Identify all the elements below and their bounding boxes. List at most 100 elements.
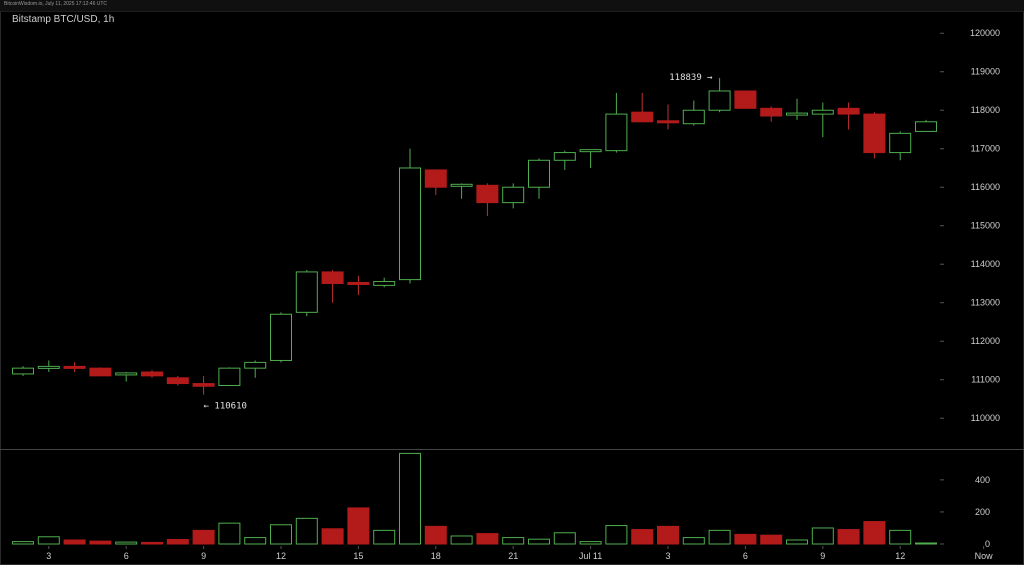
candle-body-up — [579, 149, 602, 153]
volume-bar-down[interactable] — [166, 539, 189, 545]
price-tick-label: 118000 — [971, 105, 1000, 115]
candle[interactable] — [373, 277, 396, 288]
volume-bar-up[interactable] — [811, 527, 834, 545]
candle[interactable] — [708, 77, 731, 113]
candle[interactable] — [295, 269, 318, 317]
volume-bar-up[interactable] — [115, 541, 138, 545]
volume-bar-down[interactable] — [863, 521, 886, 545]
volume-bar-up[interactable] — [553, 532, 576, 545]
candle-body-down — [89, 367, 112, 377]
candle[interactable] — [321, 269, 344, 303]
volume-bar-up[interactable] — [889, 529, 912, 545]
volume-tick-label: 400 — [975, 475, 990, 485]
candle[interactable] — [476, 183, 499, 217]
volume-bar-up[interactable] — [708, 529, 731, 545]
time-tick-label: 15 — [353, 551, 363, 561]
candle[interactable] — [63, 362, 86, 373]
candle[interactable] — [734, 90, 757, 109]
volume-bar-down[interactable] — [347, 507, 370, 545]
volume-bar-down[interactable] — [734, 533, 757, 545]
candle-body-down — [166, 377, 189, 385]
candle[interactable] — [528, 158, 550, 199]
volume-bar-up[interactable] — [373, 529, 396, 545]
candle[interactable] — [166, 375, 189, 386]
volume-bar-up[interactable] — [295, 517, 318, 545]
candle[interactable] — [889, 131, 912, 161]
time-tick-label: 3 — [46, 551, 51, 561]
time-tick-label: 9 — [201, 551, 206, 561]
candle[interactable] — [89, 367, 112, 377]
candle[interactable] — [141, 370, 163, 378]
time-tick-label: 12 — [895, 551, 905, 561]
candle[interactable] — [424, 169, 447, 195]
candle-body-down — [63, 365, 86, 369]
candle[interactable] — [837, 102, 860, 130]
candle[interactable] — [682, 100, 705, 126]
volume-bar-up[interactable] — [399, 452, 421, 545]
candle[interactable] — [760, 106, 783, 122]
candle[interactable] — [605, 92, 628, 153]
candle[interactable] — [347, 275, 370, 296]
volume-bar-down[interactable] — [837, 529, 860, 545]
candle-body-down — [141, 371, 163, 377]
volume-bar-down[interactable] — [63, 539, 86, 545]
time-tick-label: 3 — [665, 551, 670, 561]
volume-bar-up[interactable] — [605, 525, 628, 545]
candle-body-down — [631, 111, 654, 123]
candle-body-down — [863, 113, 886, 154]
volume-bar-down[interactable] — [192, 529, 215, 545]
candle[interactable] — [270, 312, 292, 363]
candle-body-up — [682, 109, 705, 125]
candle[interactable] — [553, 150, 576, 170]
volume-bar-up[interactable] — [528, 538, 550, 545]
volume-bar-up[interactable] — [786, 539, 808, 545]
volume-bar-down[interactable] — [657, 525, 679, 545]
volume-bar-up[interactable] — [218, 522, 241, 545]
volume-bar-down[interactable] — [476, 533, 499, 545]
candle-body-up — [915, 121, 937, 132]
candle-body-down — [476, 184, 499, 204]
candle[interactable] — [502, 183, 525, 209]
volume-bar-down[interactable] — [89, 540, 112, 545]
volume-bar-up[interactable] — [450, 535, 473, 545]
candle[interactable] — [244, 360, 267, 378]
candle[interactable] — [657, 104, 679, 130]
candle[interactable] — [450, 183, 473, 199]
price-tick-label: 114000 — [971, 259, 1000, 269]
candle[interactable] — [811, 102, 834, 138]
chart-title: Bitstamp BTC/USD, 1h — [12, 14, 115, 25]
source-line: BitcoinWisdom.io, July 11, 2025 17:12:46… — [4, 1, 108, 7]
candle[interactable] — [631, 92, 654, 123]
candle[interactable] — [863, 112, 886, 159]
time-tick-label: 21 — [508, 551, 518, 561]
volume-bar-down[interactable] — [760, 534, 783, 545]
volume-bar-up[interactable] — [12, 541, 34, 545]
price-tick-label: 112000 — [971, 336, 1000, 346]
volume-tick-label: 0 — [985, 539, 990, 549]
volume-bar-up[interactable] — [37, 536, 60, 545]
price-tick-label: 113000 — [971, 298, 1000, 308]
candle[interactable] — [915, 119, 937, 132]
volume-bar-up[interactable] — [244, 537, 267, 545]
volume-bar-up[interactable] — [270, 524, 292, 545]
candle[interactable] — [192, 375, 215, 395]
time-tick-label: 6 — [743, 551, 748, 561]
volume-bar-up[interactable] — [579, 541, 602, 545]
candle[interactable] — [12, 366, 34, 376]
candle[interactable] — [37, 360, 60, 373]
candle[interactable] — [218, 367, 241, 386]
volume-bar-down[interactable] — [321, 528, 344, 545]
candle[interactable] — [786, 98, 808, 120]
candle[interactable] — [579, 149, 602, 168]
volume-bar-down[interactable] — [424, 525, 447, 545]
volume-bar-up[interactable] — [502, 537, 525, 545]
candle[interactable] — [399, 148, 421, 284]
time-tick-label: Now — [975, 551, 994, 561]
candle[interactable] — [115, 372, 138, 382]
volume-bar-down[interactable] — [631, 529, 654, 545]
volume-bar-up[interactable] — [915, 542, 937, 545]
volume-bar-down[interactable] — [141, 541, 163, 545]
volume-bar-up[interactable] — [682, 537, 705, 545]
